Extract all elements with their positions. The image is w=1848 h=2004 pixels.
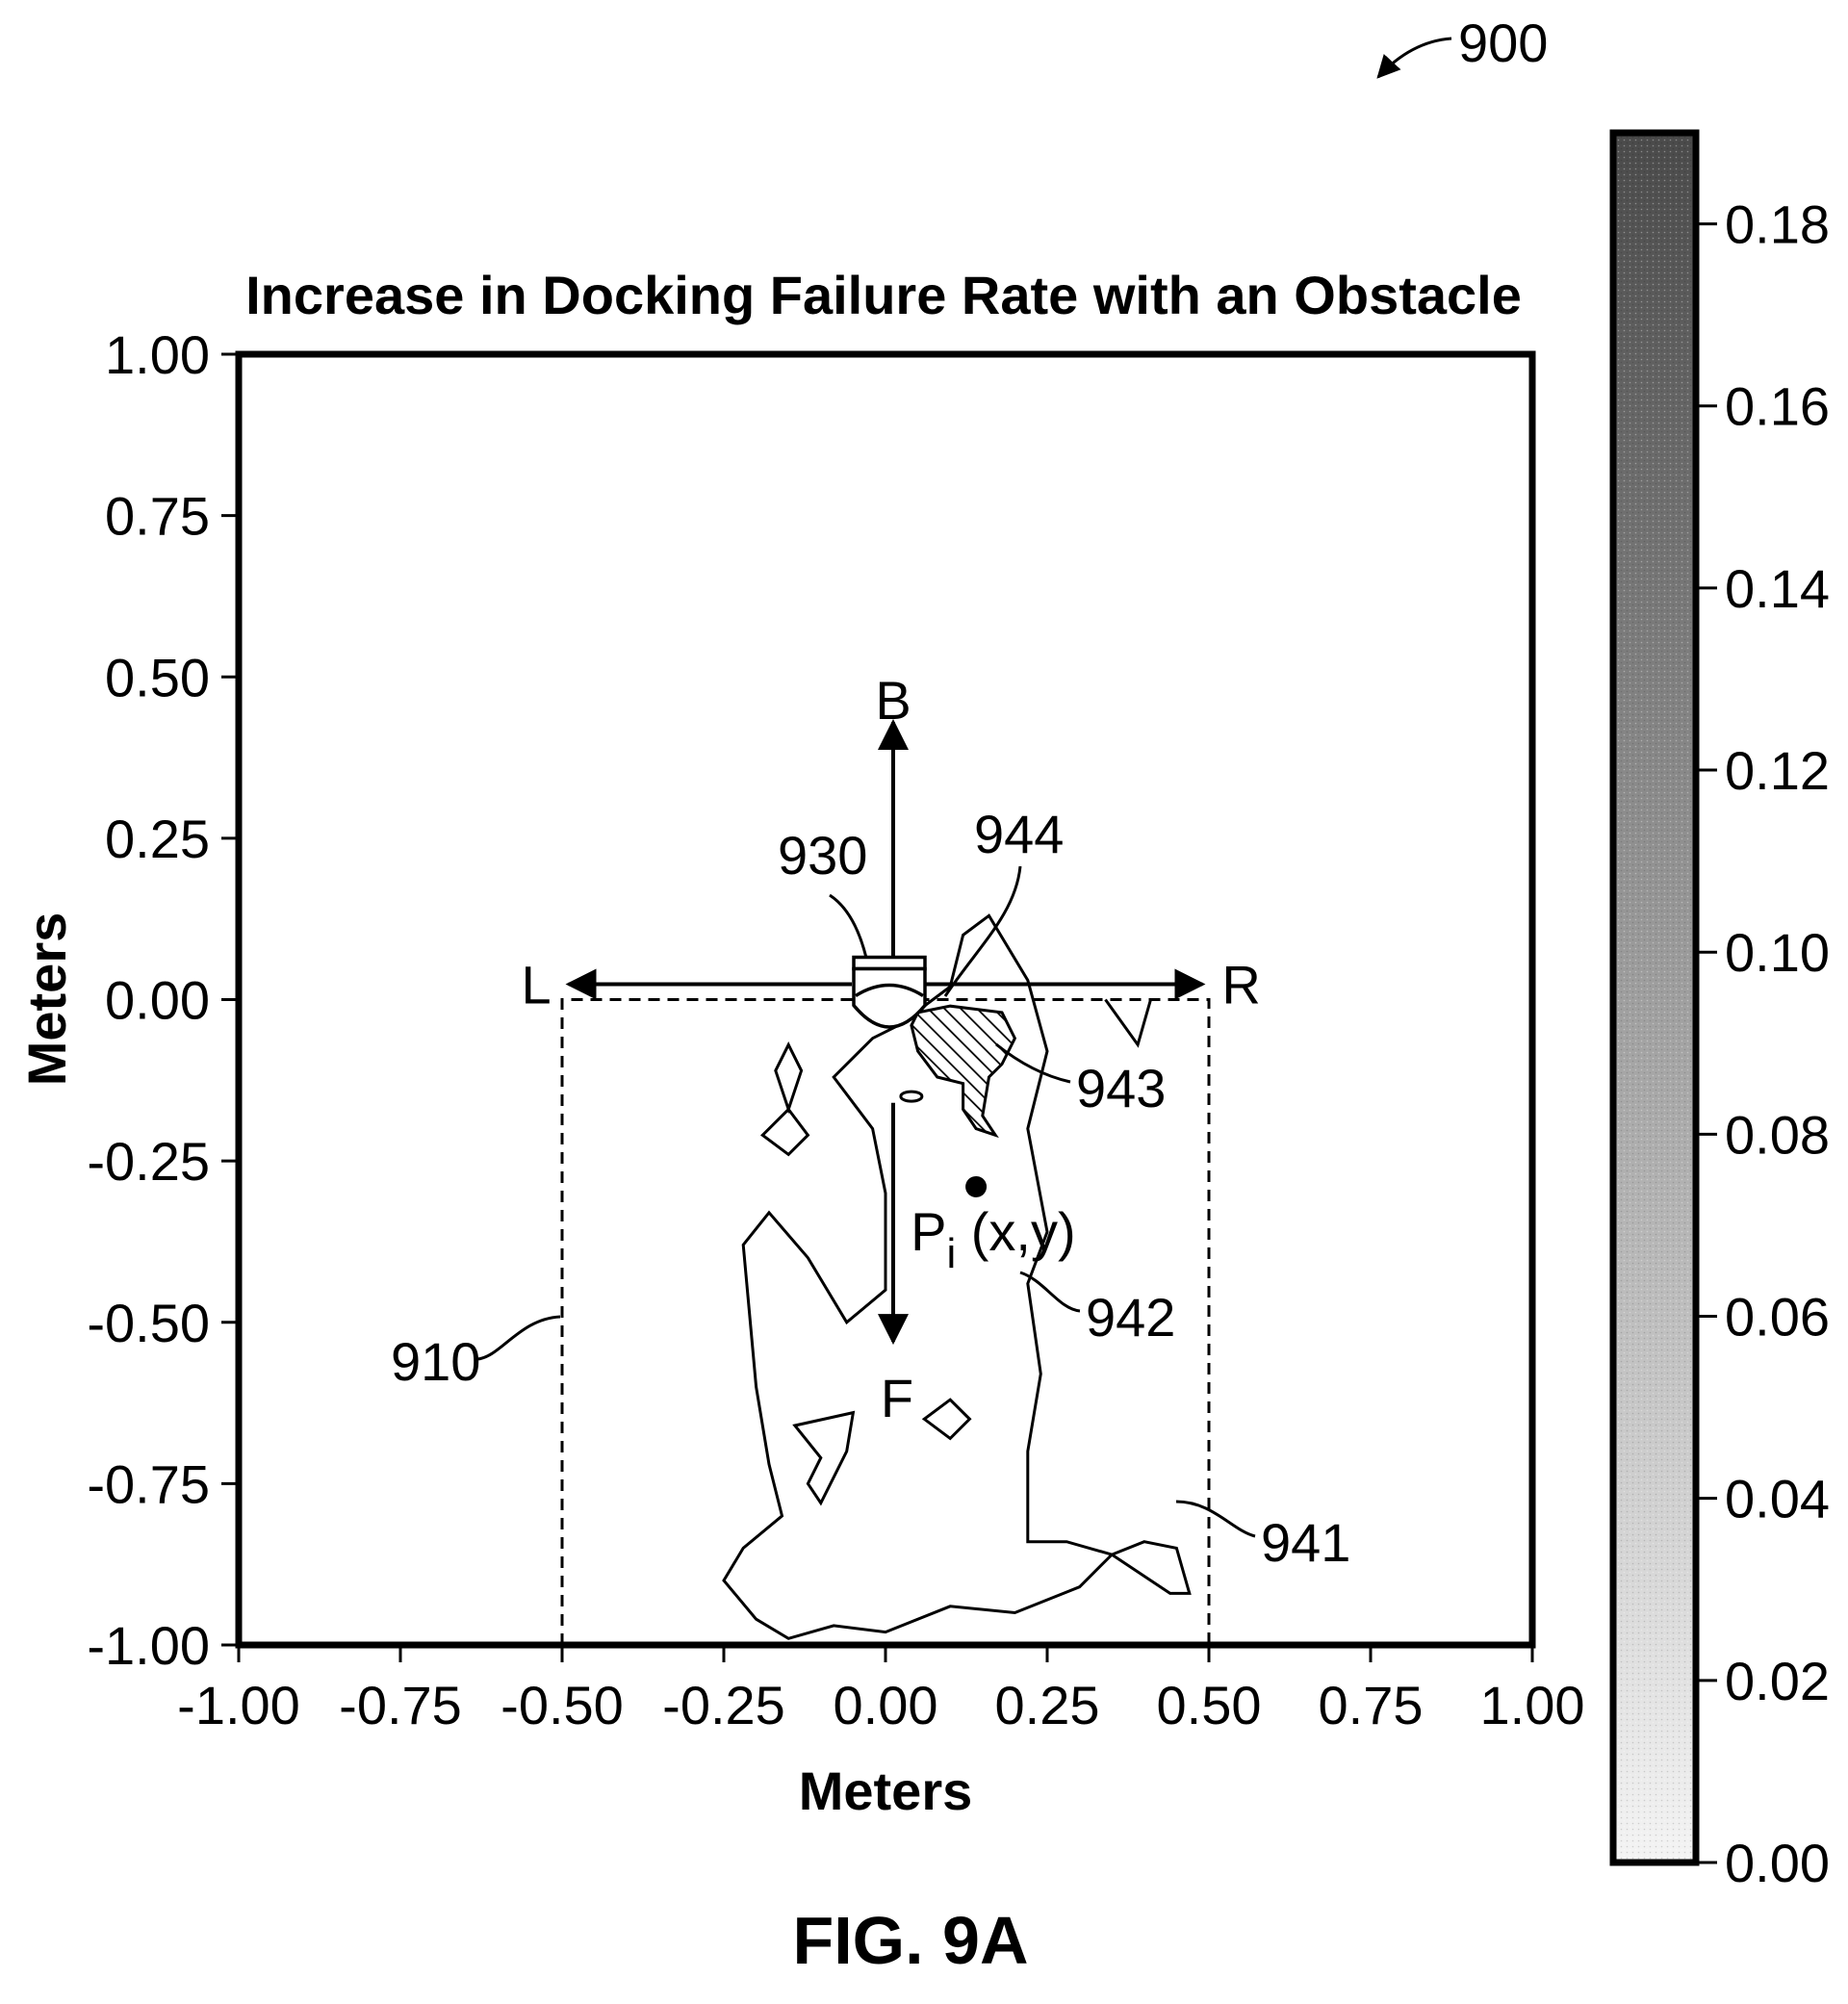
- ref-944: 944: [974, 804, 1064, 864]
- y-tick-label: 0.75: [105, 486, 210, 547]
- y-axis-title: Meters: [16, 912, 77, 1087]
- point-pi-main: P: [911, 1201, 946, 1262]
- direction-label-left: L: [522, 955, 552, 1015]
- direction-arrows: [565, 718, 1206, 1346]
- colorbar-tick-label: 0.06: [1725, 1287, 1830, 1348]
- colorbar-tick-label: 0.08: [1725, 1104, 1830, 1165]
- ref-941-leader: [1175, 1500, 1256, 1538]
- contour-941: [722, 913, 1192, 1640]
- colorbar-tick-label: 0.00: [1725, 1833, 1830, 1893]
- colorbar-tick-label: 0.04: [1725, 1469, 1830, 1529]
- ref-944-leader: [943, 865, 1022, 997]
- y-axis: 1.00 0.75 0.50 0.25 0.00 -0.25 -0.50 -0.75 -1.00: [87, 324, 239, 1676]
- colorbar-frame: [1609, 129, 1700, 1866]
- ref-943-leader: [995, 1042, 1071, 1084]
- point-pi-subscript: i: [946, 1230, 956, 1277]
- y-tick-label: 0.25: [105, 809, 210, 869]
- x-tick-label: 0.75: [1319, 1675, 1424, 1735]
- colorbar-tick-label: 0.02: [1725, 1651, 1830, 1711]
- y-tick-label: 1.00: [105, 324, 210, 385]
- colorbar-dither: [1613, 133, 1696, 1863]
- direction-label-front: F: [881, 1368, 913, 1428]
- x-axis-title: Meters: [799, 1760, 973, 1821]
- chart-title: Increase in Docking Failure Rate with an…: [245, 265, 1522, 325]
- point-pi-label: Pi (x,y): [911, 1201, 1076, 1277]
- x-tick-label: -0.75: [339, 1675, 462, 1735]
- y-tick-label: -0.50: [87, 1293, 210, 1353]
- y-tick-label: -0.75: [87, 1453, 210, 1514]
- figure-number-leader: [1376, 37, 1452, 79]
- colorbar-tick-label: 0.14: [1725, 558, 1830, 619]
- contour-group: [722, 913, 1192, 1640]
- ref-930: 930: [778, 825, 867, 886]
- colorbar-tick-label: 0.18: [1725, 194, 1830, 255]
- y-tick-label: 0.00: [105, 970, 210, 1031]
- colorbar-ticks: 0.18 0.16 0.14 0.12 0.10 0.08 0.06 0.04 0.02 0.00: [1696, 194, 1830, 1893]
- point-pi-coords: (x,y): [956, 1201, 1075, 1262]
- colorbar-tick-label: 0.16: [1725, 376, 1830, 437]
- colorbar-tick-label: 0.10: [1725, 922, 1830, 983]
- docking-station-icon: [852, 955, 927, 1029]
- ref-942-leader: [1019, 1271, 1081, 1313]
- direction-label-right: R: [1221, 955, 1260, 1015]
- colorbar-tick-label: 0.12: [1725, 740, 1830, 801]
- x-tick-label: 0.50: [1157, 1675, 1262, 1735]
- contour-small-oval: [899, 1090, 924, 1103]
- x-tick-label: 1.00: [1480, 1675, 1585, 1735]
- contour-diamond-upper: [774, 1041, 804, 1115]
- x-tick-label: 0.00: [834, 1675, 938, 1735]
- point-pi-marker: [965, 1175, 988, 1197]
- direction-label-back: B: [875, 670, 911, 731]
- contour-diamond-lower: [760, 1107, 810, 1157]
- x-tick-label: -1.00: [177, 1675, 300, 1735]
- ref-942: 942: [1086, 1287, 1175, 1348]
- y-tick-label: -0.25: [87, 1131, 210, 1192]
- contour-right-notch: [1104, 998, 1152, 1048]
- ref-910: 910: [391, 1331, 480, 1392]
- contour-diamond-mid: [921, 1398, 972, 1441]
- contour-inner-left: [792, 1410, 856, 1506]
- ref-930-leader: [829, 893, 868, 959]
- x-axis: -1.00 -0.75 -0.50 -0.25 0.00 0.25 0.50 0.75 1.00: [177, 1645, 1585, 1735]
- x-tick-label: -0.50: [500, 1675, 624, 1735]
- ref-943: 943: [1076, 1058, 1166, 1118]
- ref-910-leader: [476, 1315, 561, 1361]
- y-tick-label: 0.50: [105, 647, 210, 707]
- y-tick-label: -1.00: [87, 1615, 210, 1676]
- x-tick-label: 0.25: [995, 1675, 1100, 1735]
- ref-941: 941: [1261, 1512, 1350, 1573]
- x-tick-label: -0.25: [662, 1675, 785, 1735]
- figure-number-label: 900: [1458, 13, 1548, 73]
- figure-caption: FIG. 9A: [792, 1903, 1028, 1978]
- contour-943-hatched: [910, 1004, 1017, 1139]
